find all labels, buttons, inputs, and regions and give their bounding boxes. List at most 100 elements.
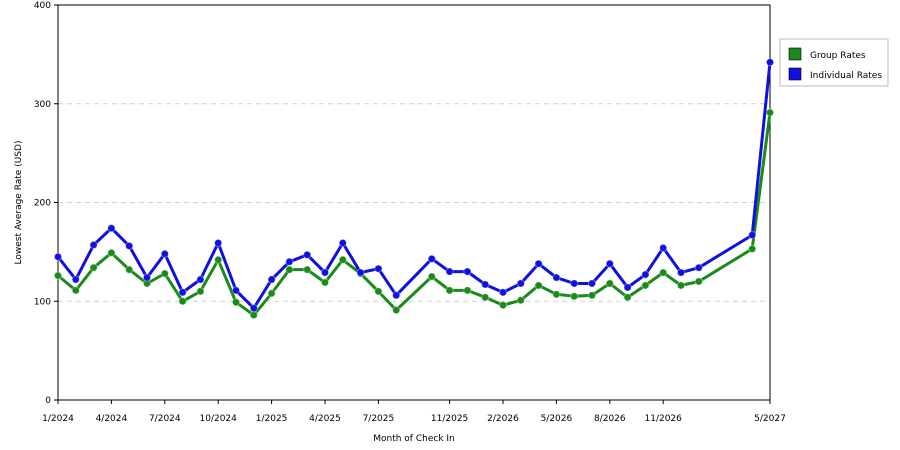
data-point (748, 230, 757, 240)
y-tick-label: 400 (34, 1, 51, 11)
data-point (160, 269, 169, 278)
data-point (178, 297, 187, 306)
data-point (659, 243, 668, 253)
x-axis-title: Month of Check In (373, 434, 455, 444)
data-point (231, 298, 241, 307)
data-point (196, 287, 205, 296)
data-point (71, 286, 80, 295)
x-tick-label: 7/2025 (363, 414, 395, 424)
data-point (89, 240, 98, 250)
data-point (570, 292, 579, 301)
x-tick-label: 2/2026 (487, 414, 519, 424)
data-point (427, 254, 436, 263)
x-tick-label: 10/2024 (200, 414, 238, 424)
data-point (765, 58, 775, 67)
x-tick-label: 11/2026 (645, 414, 683, 424)
data-point (534, 259, 543, 268)
data-point (694, 277, 703, 286)
data-point (285, 265, 294, 274)
x-tick-label: 5/2026 (541, 414, 573, 424)
data-point (552, 273, 561, 282)
data-point (587, 279, 597, 288)
x-tick-label: 7/2024 (149, 414, 181, 424)
data-point (374, 264, 383, 273)
data-point (552, 290, 561, 299)
data-point (125, 241, 134, 251)
data-point (214, 255, 223, 264)
data-point (267, 275, 276, 284)
data-point (463, 286, 472, 295)
data-point (587, 291, 597, 300)
data-point (392, 306, 401, 315)
data-point (623, 293, 632, 302)
legend-swatch (788, 47, 802, 61)
data-point (107, 248, 116, 257)
legend-label: Group Rates (810, 51, 866, 61)
x-tick-label: 11/2025 (431, 414, 468, 424)
data-point (303, 250, 312, 259)
data-point (231, 286, 241, 295)
data-point (445, 286, 454, 295)
y-tick-label: 300 (34, 100, 51, 110)
y-tick-label: 200 (34, 199, 51, 209)
data-point (570, 279, 579, 288)
x-tick-label: 1/2025 (256, 414, 288, 424)
data-point (516, 296, 525, 305)
legend-label: Individual Rates (810, 71, 882, 81)
data-point (285, 257, 294, 266)
data-point (481, 280, 490, 289)
data-point (641, 281, 650, 290)
data-point (160, 249, 169, 258)
data-point (53, 271, 63, 280)
data-point (303, 265, 312, 274)
data-point (427, 272, 436, 281)
data-point (249, 310, 258, 320)
y-axis-title: Lowest Average Rate (USD) (14, 141, 24, 265)
data-point (498, 301, 508, 310)
data-point (196, 275, 205, 284)
data-point (605, 259, 614, 268)
data-point (338, 255, 347, 264)
data-point (71, 275, 80, 284)
x-tick-label: 1/2024 (42, 414, 74, 424)
data-point (498, 288, 508, 297)
data-point (214, 238, 223, 248)
x-tick-label: 4/2025 (309, 414, 341, 424)
data-point (356, 268, 365, 277)
data-point (338, 238, 347, 248)
x-tick-label: 4/2024 (96, 414, 128, 424)
data-point (694, 263, 703, 272)
data-point (178, 288, 187, 297)
data-point (534, 281, 543, 290)
data-point (125, 265, 134, 274)
data-point (748, 244, 757, 254)
data-point (53, 252, 63, 261)
legend-swatch (788, 67, 802, 81)
data-point (641, 270, 650, 279)
data-point (320, 278, 330, 287)
data-point (89, 263, 98, 272)
series-0 (53, 108, 775, 320)
data-point (481, 293, 490, 302)
data-point (516, 279, 525, 288)
y-tick-label: 0 (45, 396, 51, 406)
data-point (445, 267, 454, 276)
data-point (659, 268, 668, 277)
data-point (676, 281, 686, 290)
data-point (765, 108, 775, 117)
x-tick-label: 5/2027 (754, 414, 786, 424)
data-point (463, 267, 472, 276)
y-tick-label: 100 (34, 297, 51, 307)
series-line (56, 62, 772, 310)
data-point (267, 289, 276, 298)
data-point (107, 224, 116, 233)
data-point (676, 268, 686, 277)
data-point (374, 287, 383, 296)
data-point (142, 273, 152, 282)
series-1 (53, 58, 775, 313)
data-point (605, 279, 614, 288)
data-point (320, 268, 330, 277)
data-point (249, 304, 258, 313)
